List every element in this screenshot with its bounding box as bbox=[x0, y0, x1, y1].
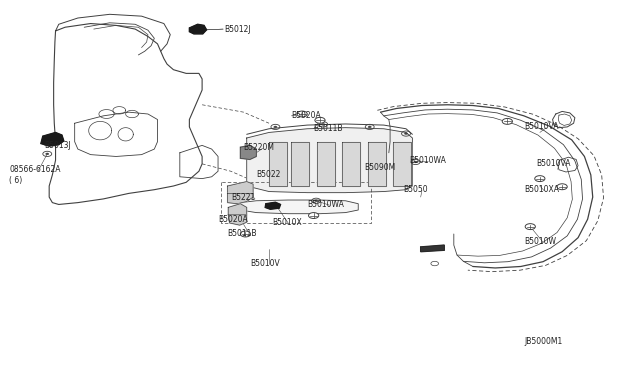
Polygon shape bbox=[241, 145, 256, 160]
Text: B5221: B5221 bbox=[231, 193, 255, 202]
Text: B5013J: B5013J bbox=[45, 141, 72, 150]
Text: B5012J: B5012J bbox=[225, 25, 251, 33]
Polygon shape bbox=[269, 142, 287, 186]
Text: B5010XA: B5010XA bbox=[524, 185, 559, 194]
Circle shape bbox=[535, 176, 545, 182]
Text: B5020A: B5020A bbox=[291, 111, 321, 121]
Text: B5010VA: B5010VA bbox=[537, 159, 571, 169]
Text: 08566-6162A
( 6): 08566-6162A ( 6) bbox=[9, 165, 61, 185]
Text: B5050: B5050 bbox=[403, 185, 428, 194]
Text: B5220M: B5220M bbox=[244, 143, 275, 152]
Circle shape bbox=[315, 200, 317, 202]
Circle shape bbox=[322, 124, 324, 125]
Circle shape bbox=[525, 224, 536, 230]
Polygon shape bbox=[246, 128, 412, 193]
Text: B5010W: B5010W bbox=[524, 237, 556, 246]
Polygon shape bbox=[228, 193, 253, 204]
Polygon shape bbox=[228, 215, 246, 225]
Polygon shape bbox=[189, 24, 207, 34]
Text: B5020A: B5020A bbox=[218, 215, 248, 224]
Text: B5010V: B5010V bbox=[250, 259, 280, 268]
Polygon shape bbox=[291, 142, 309, 186]
Polygon shape bbox=[342, 142, 360, 186]
Text: B5011B: B5011B bbox=[228, 230, 257, 238]
Circle shape bbox=[45, 153, 49, 155]
Circle shape bbox=[368, 126, 371, 128]
Polygon shape bbox=[41, 132, 64, 146]
Polygon shape bbox=[228, 182, 253, 196]
Text: B5022: B5022 bbox=[256, 170, 281, 179]
Text: B5010WA: B5010WA bbox=[409, 155, 446, 165]
Circle shape bbox=[308, 212, 319, 218]
Polygon shape bbox=[241, 200, 358, 214]
Polygon shape bbox=[394, 142, 411, 186]
Circle shape bbox=[241, 231, 250, 237]
Circle shape bbox=[297, 111, 307, 117]
Circle shape bbox=[557, 184, 567, 190]
Text: B5090M: B5090M bbox=[365, 163, 396, 172]
Text: B5010VA: B5010VA bbox=[524, 122, 559, 131]
Polygon shape bbox=[228, 204, 246, 217]
Polygon shape bbox=[368, 142, 386, 186]
Polygon shape bbox=[265, 202, 280, 209]
Text: B5010WA: B5010WA bbox=[307, 200, 344, 209]
Circle shape bbox=[274, 126, 277, 128]
Text: B5010X: B5010X bbox=[272, 218, 302, 227]
Circle shape bbox=[315, 117, 325, 123]
Polygon shape bbox=[317, 142, 335, 186]
Text: JB5000M1: JB5000M1 bbox=[524, 337, 562, 346]
Circle shape bbox=[414, 161, 417, 163]
Polygon shape bbox=[420, 245, 444, 252]
Circle shape bbox=[502, 118, 513, 124]
Circle shape bbox=[404, 133, 408, 134]
Text: B5011B: B5011B bbox=[314, 124, 343, 133]
